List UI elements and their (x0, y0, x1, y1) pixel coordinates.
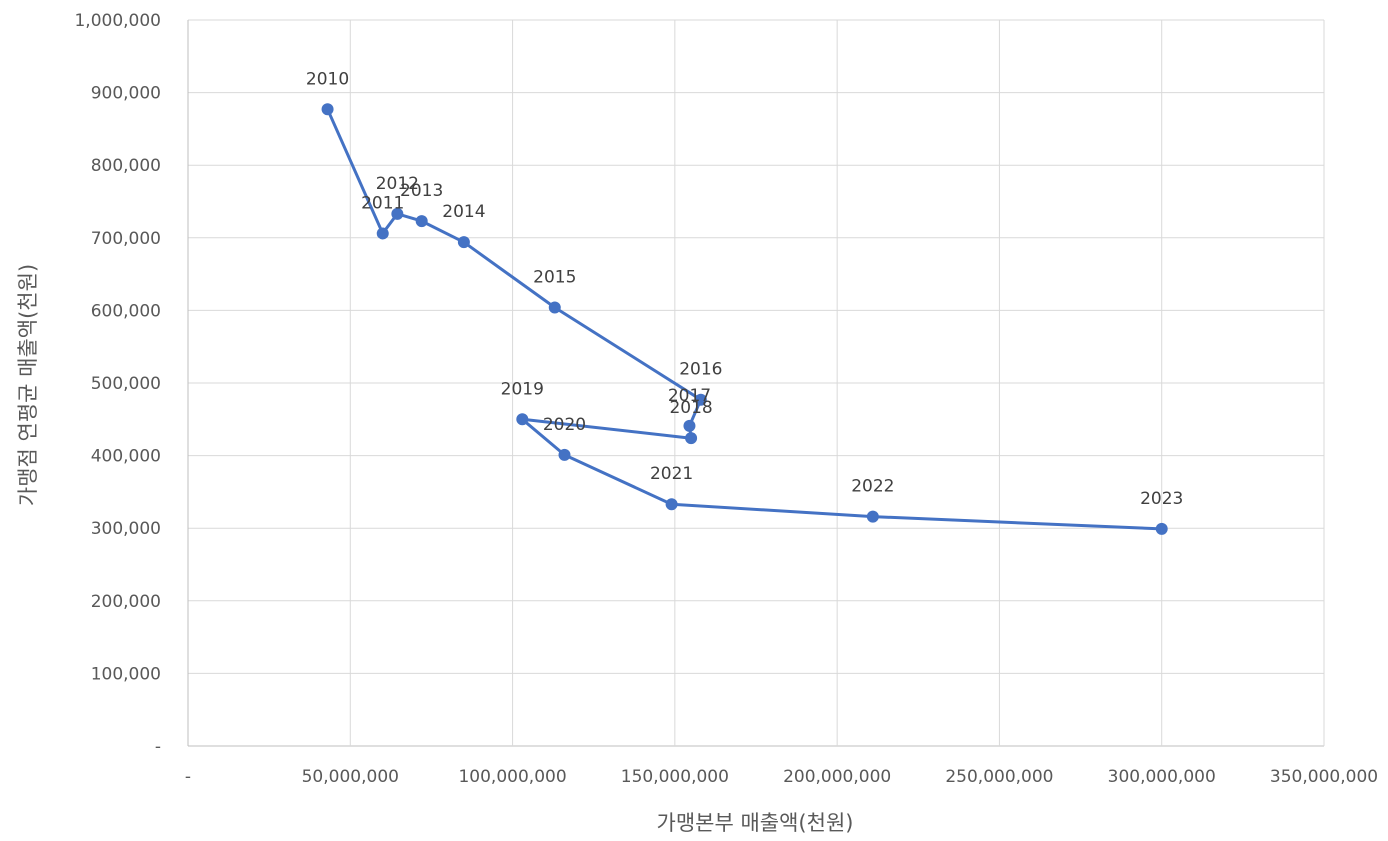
y-tick-label: 800,000 (91, 156, 161, 176)
data-point (1155, 522, 1168, 535)
data-point (558, 448, 571, 461)
x-tick-label: 300,000,000 (1108, 767, 1216, 787)
x-tick-label: 250,000,000 (945, 767, 1053, 787)
point-label: 2017 (668, 386, 711, 406)
point-label: 2020 (543, 415, 586, 435)
point-label: 2011 (361, 193, 404, 213)
point-label: 2012 (376, 174, 419, 194)
y-tick-label: 600,000 (91, 301, 161, 321)
y-tick-label: 500,000 (91, 374, 161, 394)
point-label: 2022 (851, 477, 894, 497)
series-markers (321, 103, 1168, 535)
point-label: 2019 (501, 379, 544, 399)
point-label: 2015 (533, 267, 576, 287)
data-point (694, 393, 707, 406)
point-label: 2016 (679, 360, 722, 380)
data-point (685, 432, 698, 445)
x-tick-label: 150,000,000 (621, 767, 729, 787)
data-point (516, 413, 529, 426)
point-label: 2023 (1140, 489, 1183, 509)
data-point (457, 236, 470, 249)
data-point (866, 510, 879, 523)
y-tick-label: 900,000 (91, 84, 161, 104)
y-tick-label: 100,000 (91, 664, 161, 684)
point-label: 2013 (400, 181, 443, 201)
y-tick-label: 400,000 (91, 447, 161, 467)
y-axis-title: 가맹점 연평균 매출액(천원) (16, 264, 40, 506)
y-tick-label: 1,000,000 (74, 11, 161, 31)
x-tick-label: 200,000,000 (783, 767, 891, 787)
point-label: 2010 (306, 69, 349, 89)
point-label: 2021 (650, 464, 693, 484)
x-tick-label: 100,000,000 (458, 767, 566, 787)
x-tick-label: - (185, 767, 191, 787)
x-axis-title: 가맹본부 매출액(천원) (657, 811, 854, 835)
data-point (376, 227, 389, 240)
x-axis-ticks: - 50,000,000 100,000,000 150,000,000 200,000… (185, 767, 1378, 787)
x-tick-label: 350,000,000 (1270, 767, 1378, 787)
point-label: 2014 (442, 202, 485, 222)
series-line (326, 108, 1162, 531)
data-point (548, 301, 561, 314)
y-tick-label: - (155, 737, 161, 757)
gridlines (187, 19, 1325, 747)
point-label: 2018 (669, 398, 712, 418)
data-point (415, 215, 428, 228)
y-tick-label: 200,000 (91, 592, 161, 612)
y-axis-ticks: - 100,000 200,000 300,000 400,000 500,000 600,… (74, 11, 161, 757)
data-point (665, 498, 678, 511)
y-tick-label: 700,000 (91, 229, 161, 249)
data-point (683, 419, 696, 432)
y-tick-label: 300,000 (91, 519, 161, 539)
data-point (321, 103, 334, 116)
data-point (391, 207, 404, 220)
x-tick-label: 50,000,000 (302, 767, 399, 787)
